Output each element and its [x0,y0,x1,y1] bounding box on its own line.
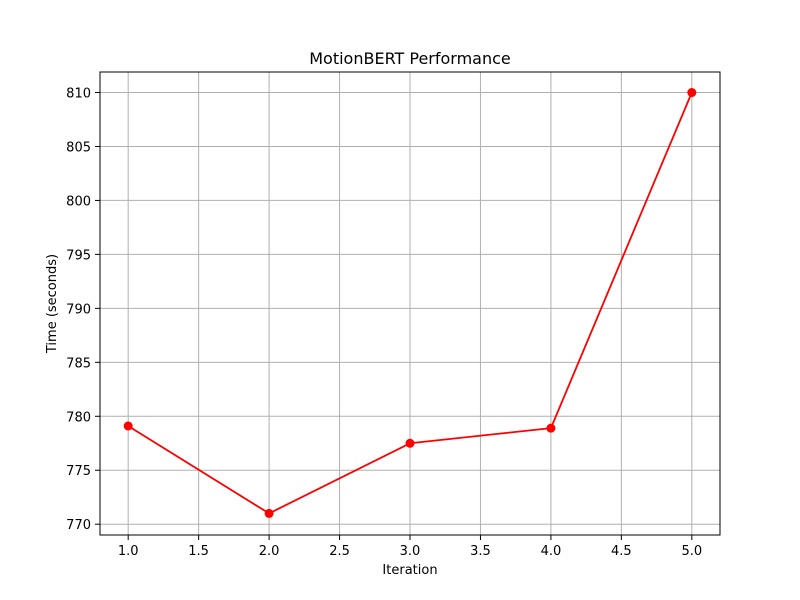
x-tick-label: 4.5 [611,544,632,559]
x-tick-label: 2.5 [329,544,350,559]
x-tick-label: 1.0 [118,544,139,559]
x-tick-label: 2.0 [259,544,280,559]
gridlines [100,72,720,535]
x-axis-label: Iteration [382,563,437,578]
y-axis-ticks: 770 775 780 785 790 795 800 805 810 [66,87,100,533]
data-point [123,421,133,431]
y-tick-label: 810 [66,87,91,102]
series-group [123,88,697,518]
x-tick-label: 3.5 [470,544,491,559]
y-axis-label: Time (seconds) [45,254,60,354]
x-tick-label: 5.0 [681,544,702,559]
y-tick-label: 780 [66,410,91,425]
x-tick-label: 3.0 [400,544,421,559]
x-tick-label: 4.0 [541,544,562,559]
y-tick-label: 770 [66,518,91,533]
y-tick-label: 805 [66,140,91,155]
data-point [405,438,415,448]
y-tick-label: 800 [66,194,91,209]
chart-title: MotionBERT Performance [309,49,511,68]
y-tick-label: 775 [66,464,91,479]
data-point [546,423,556,433]
data-point [264,508,274,518]
y-tick-label: 795 [66,248,91,263]
y-tick-label: 785 [66,356,91,371]
x-tick-label: 1.5 [188,544,209,559]
y-tick-label: 790 [66,302,91,317]
x-axis-ticks: 1.0 1.5 2.0 2.5 3.0 3.5 4.0 4.5 5.0 [118,535,702,559]
data-point [687,88,697,98]
